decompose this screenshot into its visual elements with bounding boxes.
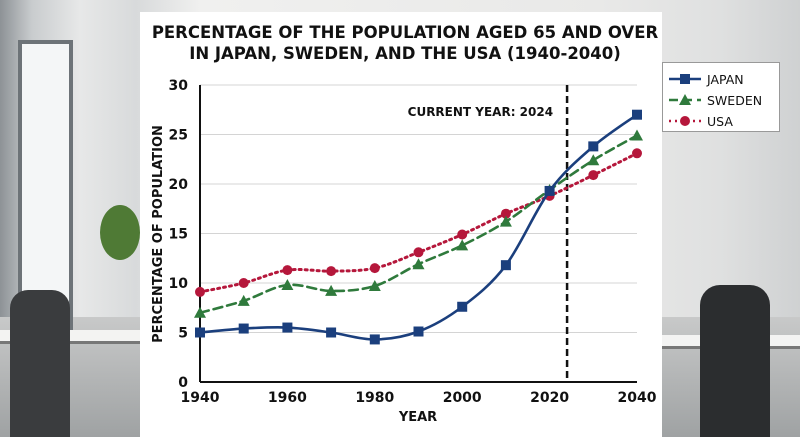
x-tick-label: 2040	[618, 390, 657, 406]
data-point-japan	[500, 260, 511, 271]
data-point-sweden	[587, 154, 600, 166]
data-point-sweden	[325, 284, 338, 296]
y-tick-label: 15	[169, 227, 188, 243]
data-point-usa	[195, 286, 205, 297]
data-point-japan	[413, 326, 424, 337]
chart-title-line1: PERCENTAGE OF THE POPULATION AGED 65 AND…	[151, 23, 659, 42]
data-point-sweden	[679, 94, 691, 105]
data-point-japan	[195, 327, 205, 338]
legend-label: SWEDEN	[707, 93, 762, 108]
data-point-sweden	[499, 215, 512, 227]
data-point-japan	[457, 301, 468, 312]
background-plant	[100, 205, 140, 260]
data-point-sweden	[281, 278, 294, 290]
series-line-japan	[198, 113, 639, 341]
x-tick-label: 2000	[443, 390, 482, 406]
y-tick-label: 20	[169, 177, 189, 193]
y-tick-label: 0	[178, 375, 188, 391]
y-axis-label: PERCENTAGE OF POPULATION	[151, 125, 166, 343]
data-point-japan	[238, 323, 249, 334]
data-point-japan	[680, 74, 690, 84]
data-point-usa	[413, 247, 424, 258]
data-point-japan	[544, 185, 555, 196]
data-point-usa	[500, 208, 511, 219]
data-point-sweden	[412, 258, 425, 270]
x-tick-label: 2020	[530, 390, 569, 406]
legend-label: JAPAN	[706, 72, 744, 87]
y-tick-label: 10	[169, 276, 189, 292]
data-point-japan	[282, 322, 293, 333]
data-point-usa	[457, 229, 468, 240]
data-point-usa	[588, 170, 599, 181]
x-axis-label: YEAR	[398, 410, 437, 425]
data-point-sweden	[631, 129, 643, 141]
current-year-label: CURRENT YEAR: 2024	[408, 105, 553, 119]
legend-label: USA	[707, 114, 733, 129]
y-tick-label: 5	[178, 326, 188, 342]
data-point-usa	[369, 263, 380, 274]
data-point-sweden	[237, 294, 250, 306]
data-point-japan	[369, 334, 380, 345]
y-tick-label: 25	[169, 128, 188, 144]
data-point-japan	[326, 327, 337, 338]
data-point-japan	[588, 141, 599, 152]
chart-panel	[140, 12, 662, 437]
data-point-sweden	[194, 306, 206, 318]
chart-subtitle: IN JAPAN, SWEDEN, AND THE USA (1940-2040…	[189, 44, 621, 63]
data-point-sweden	[368, 279, 381, 291]
background-chair	[700, 285, 770, 437]
series-line-sweden	[198, 134, 639, 314]
data-point-usa	[238, 278, 249, 288]
x-tick-label: 1940	[181, 390, 220, 406]
data-point-usa	[680, 116, 690, 126]
chart-title: PERCENTAGE OF THE POPULATION AGED 65 AND…	[140, 22, 670, 64]
data-point-japan	[632, 109, 642, 120]
x-tick-label: 1960	[268, 390, 307, 406]
data-point-usa	[632, 148, 642, 159]
data-point-sweden	[456, 239, 469, 251]
data-point-usa	[282, 265, 293, 276]
x-tick-label: 1980	[355, 390, 394, 406]
data-point-usa	[326, 266, 337, 277]
y-tick-label: 30	[169, 78, 189, 94]
background-chair	[10, 290, 70, 437]
